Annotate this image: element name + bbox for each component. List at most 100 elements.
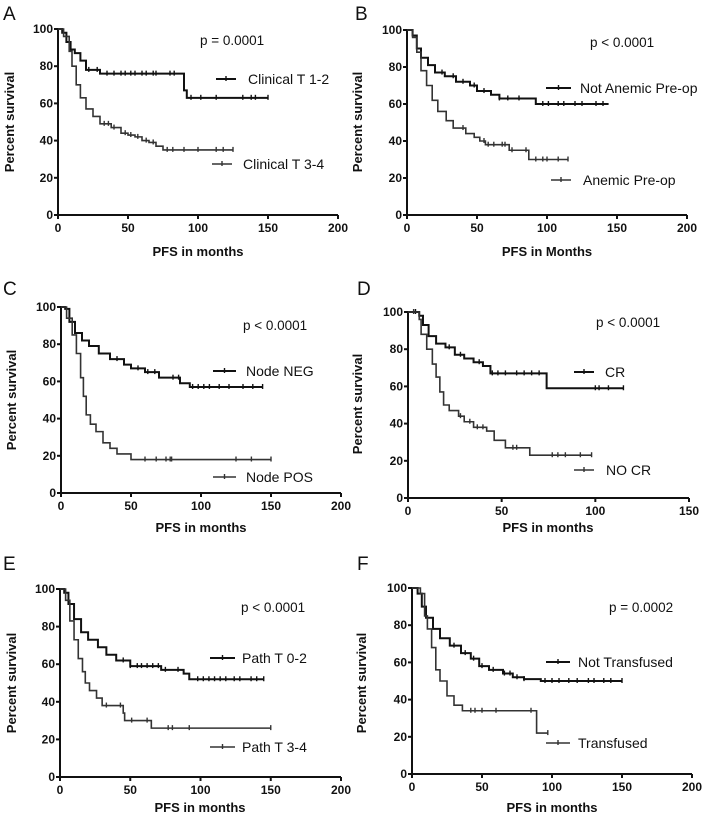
x-tick-label: 100: [537, 221, 557, 235]
y-tick-label: 100: [387, 581, 407, 595]
x-tick-label: 50: [495, 504, 509, 518]
panel-a: A 0 50 100 150 200 0 20 40 60 80 100 PFS in months Pe…: [2, 4, 348, 259]
y-tick-label: 80: [390, 342, 404, 356]
x-axis-label: PFS in months: [507, 800, 598, 815]
legend-item: Clinical T 3-4: [212, 156, 324, 172]
y-axis-label: Percent survival: [350, 72, 365, 172]
p-value: p < 0.0001: [596, 315, 660, 330]
legend-item: Node POS: [213, 469, 313, 485]
y-axis-label: Percent survival: [4, 350, 19, 450]
panel-f: F 0 50 100 150 200 0 20 40 60 80 100 PFS in months Pe…: [354, 554, 702, 815]
y-tick-label: 0: [46, 208, 53, 222]
x-axis-label: PFS in Months: [502, 244, 592, 259]
x-tick-label: 150: [679, 504, 699, 518]
y-tick-label: 80: [43, 337, 57, 351]
p-value: p < 0.0001: [243, 318, 307, 333]
x-tick-label: 50: [470, 221, 484, 235]
y-tick-label: 100: [383, 305, 403, 319]
y-tick-label: 80: [389, 60, 403, 74]
x-tick-label: 100: [585, 504, 605, 518]
survival-curve: [412, 587, 548, 734]
panel-label: E: [3, 554, 16, 575]
y-tick-label: 0: [48, 770, 55, 784]
panel-label: B: [355, 4, 368, 25]
y-tick-label: 20: [43, 449, 57, 463]
y-tick-label: 100: [36, 300, 56, 314]
x-axis-label: PFS in months: [153, 244, 244, 259]
series-0: [61, 306, 264, 389]
y-axis-label: Percent survival: [4, 633, 19, 733]
survival-curve: [407, 29, 568, 161]
x-tick-label: 200: [331, 783, 351, 797]
x-tick-label: 0: [55, 221, 62, 235]
x-tick-label: 150: [261, 783, 281, 797]
y-tick-label: 20: [42, 732, 56, 746]
legend-label: Anemic Pre-op: [583, 172, 676, 188]
series-1: [412, 587, 549, 736]
legend-item: Not Anemic Pre-op: [546, 80, 698, 96]
legend-item: Clinical T 1-2: [216, 71, 329, 87]
x-tick-label: 100: [191, 499, 211, 513]
y-tick-label: 100: [33, 22, 53, 36]
survival-curve: [407, 29, 609, 105]
legend-label: Not Transfused: [578, 654, 673, 670]
legend-label: Node NEG: [246, 363, 314, 379]
y-tick-label: 60: [43, 374, 57, 388]
p-value: p < 0.0001: [590, 35, 654, 50]
series-0: [407, 29, 609, 106]
x-axis-label: PFS in months: [155, 800, 246, 815]
legend-label: Path T 3-4: [242, 739, 307, 755]
p-value: p = 0.0002: [609, 600, 673, 615]
p-value: p < 0.0001: [241, 600, 305, 615]
y-axis-label: Percent survival: [2, 72, 17, 172]
y-tick-label: 60: [394, 655, 408, 669]
y-tick-label: 60: [42, 657, 56, 671]
x-tick-label: 200: [677, 221, 697, 235]
x-tick-label: 150: [607, 221, 627, 235]
x-axis-label: PFS in months: [503, 520, 594, 535]
y-tick-label: 80: [394, 618, 408, 632]
y-axis-label: Percent survival: [350, 354, 365, 454]
y-tick-label: 20: [390, 454, 404, 468]
y-tick-label: 100: [382, 23, 402, 37]
x-tick-label: 50: [124, 499, 138, 513]
y-tick-label: 0: [395, 208, 402, 222]
legend-label: Clinical T 3-4: [243, 156, 324, 172]
legend-item: NO CR: [574, 462, 651, 478]
legend-label: Path T 0-2: [242, 650, 307, 666]
x-tick-label: 150: [258, 221, 278, 235]
panel-label: A: [3, 4, 16, 25]
x-tick-label: 100: [542, 780, 562, 794]
y-tick-label: 20: [40, 171, 54, 185]
y-tick-label: 20: [389, 171, 403, 185]
legend-label: Not Anemic Pre-op: [580, 80, 698, 96]
panel-c: C 0 50 100 150 200 0 20 40 60 80 100 PFS in months Pe…: [3, 279, 351, 535]
x-tick-label: 150: [261, 499, 281, 513]
legend-label: Clinical T 1-2: [248, 71, 329, 87]
survival-curve: [60, 588, 271, 729]
series-1: [58, 28, 234, 152]
x-tick-label: 0: [57, 783, 64, 797]
y-tick-label: 40: [40, 134, 54, 148]
x-tick-label: 0: [58, 499, 65, 513]
legend-label: CR: [605, 364, 625, 380]
series-1: [407, 29, 569, 162]
x-tick-label: 100: [190, 783, 210, 797]
x-tick-label: 50: [121, 221, 135, 235]
y-tick-label: 0: [400, 767, 407, 781]
survival-curve: [58, 28, 233, 151]
survival-curve: [408, 311, 592, 457]
series-1: [60, 588, 272, 731]
y-tick-label: 40: [389, 134, 403, 148]
legend-label: Transfused: [578, 735, 648, 751]
x-tick-label: 0: [405, 504, 412, 518]
y-tick-label: 20: [394, 730, 408, 744]
legend-item: Not Transfused: [546, 654, 673, 670]
y-tick-label: 0: [396, 491, 403, 505]
y-tick-label: 40: [394, 693, 408, 707]
panel-label: D: [357, 279, 371, 300]
y-tick-label: 0: [49, 486, 56, 500]
panel-e: E 0 50 100 150 200 0 20 40 60 80 100 PFS in months Pe…: [3, 554, 351, 815]
legend-item: CR: [574, 364, 625, 380]
y-tick-label: 80: [40, 59, 54, 73]
